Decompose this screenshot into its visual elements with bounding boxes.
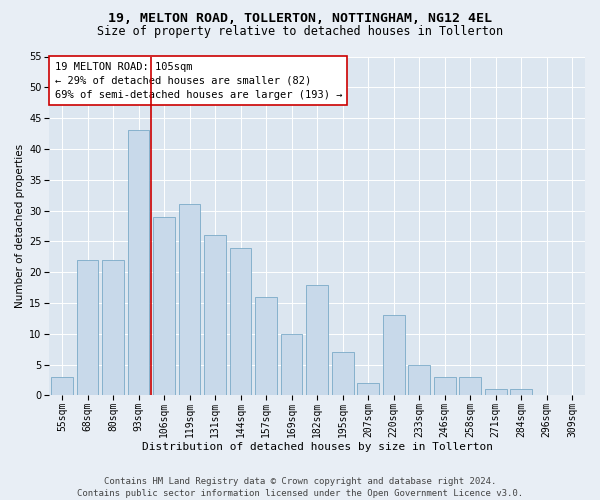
X-axis label: Distribution of detached houses by size in Tollerton: Distribution of detached houses by size … (142, 442, 493, 452)
Bar (128, 130, 149, 396)
Bar (77, 260, 98, 396)
Bar (102, 260, 124, 396)
Bar (434, 377, 455, 396)
Text: Contains HM Land Registry data © Crown copyright and database right 2024.
Contai: Contains HM Land Registry data © Crown c… (77, 476, 523, 498)
Text: 19, MELTON ROAD, TOLLERTON, NOTTINGHAM, NG12 4EL: 19, MELTON ROAD, TOLLERTON, NOTTINGHAM, … (108, 12, 492, 26)
Bar (511, 390, 532, 396)
Bar (485, 390, 506, 396)
Bar (281, 334, 302, 396)
Bar (153, 216, 175, 396)
Text: Size of property relative to detached houses in Tollerton: Size of property relative to detached ho… (97, 25, 503, 38)
Bar (358, 383, 379, 396)
Bar (255, 297, 277, 396)
Bar (383, 316, 404, 396)
Bar (230, 248, 251, 396)
Bar (204, 235, 226, 396)
Bar (332, 352, 353, 396)
Bar (460, 377, 481, 396)
Y-axis label: Number of detached properties: Number of detached properties (15, 144, 25, 308)
Bar (179, 204, 200, 396)
Bar (409, 364, 430, 396)
Bar (307, 284, 328, 396)
Text: 19 MELTON ROAD: 105sqm
← 29% of detached houses are smaller (82)
69% of semi-det: 19 MELTON ROAD: 105sqm ← 29% of detached… (55, 62, 342, 100)
Bar (51, 377, 73, 396)
